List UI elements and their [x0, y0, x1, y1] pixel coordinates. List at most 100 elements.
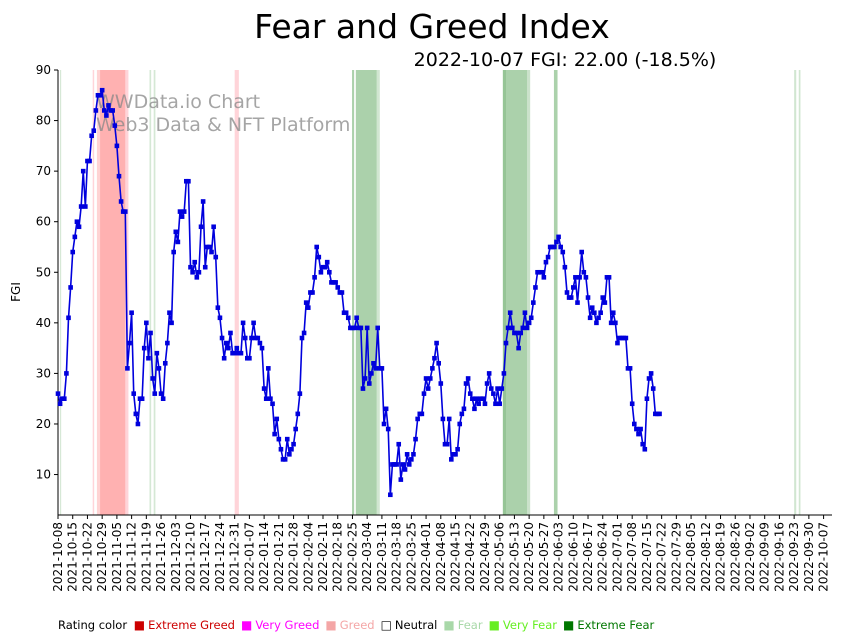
x-tick-label: 2021-10-22 [80, 522, 94, 592]
data-point [200, 199, 206, 204]
data-point [409, 457, 414, 462]
data-point [116, 173, 122, 179]
data-point [476, 401, 481, 407]
data-point [91, 128, 97, 133]
data-point [383, 406, 389, 412]
data-point [139, 396, 145, 401]
data-point [64, 371, 69, 376]
y-tick-label: 70 [36, 164, 51, 178]
x-tick-label: 2022-09-02 [743, 522, 757, 592]
data-point [221, 355, 227, 361]
legend-swatch: □ [380, 618, 392, 632]
data-point [606, 275, 612, 280]
data-point [644, 396, 650, 401]
data-point [413, 436, 418, 442]
data-point [531, 300, 536, 305]
data-point [345, 315, 351, 321]
data-point [486, 371, 492, 376]
y-tick-label: 20 [36, 417, 51, 431]
data-point [518, 330, 524, 336]
data-point [181, 209, 187, 214]
data-point [583, 275, 589, 280]
data-point [343, 310, 349, 316]
data-point [585, 295, 591, 300]
data-point [240, 320, 246, 326]
rating-band-15 [794, 70, 797, 515]
data-point [141, 345, 147, 351]
data-point [402, 467, 408, 472]
data-point [289, 446, 294, 452]
data-point [324, 259, 330, 265]
data-point [646, 376, 652, 381]
rating-band-16 [798, 70, 801, 515]
data-point [524, 325, 530, 331]
data-point [196, 269, 202, 275]
rating-bands [60, 70, 801, 515]
data-point [238, 350, 244, 356]
legend-item: □ Neutral [381, 618, 441, 632]
x-tick-label: 2022-04-15 [449, 522, 463, 592]
legend-item: ■ Very Greed [241, 618, 322, 632]
data-point [474, 396, 479, 401]
data-point [430, 366, 435, 371]
data-point [503, 340, 509, 346]
data-point [242, 335, 248, 341]
data-point [577, 275, 582, 280]
data-point [459, 411, 465, 417]
data-point [554, 239, 559, 245]
x-tick-label: 2022-09-30 [802, 522, 816, 592]
data-point [158, 391, 164, 396]
x-tick-label: 2022-07-01 [610, 522, 624, 592]
data-point [316, 254, 322, 260]
rating-band-5 [149, 70, 152, 515]
y-tick-label: 60 [36, 215, 51, 229]
x-tick-label: 2021-12-10 [184, 522, 198, 592]
data-point [520, 325, 526, 331]
x-tick-label: 2022-03-18 [390, 522, 404, 592]
data-point [373, 366, 378, 371]
data-point [562, 264, 568, 270]
data-point [167, 310, 172, 316]
data-point [146, 355, 151, 361]
data-point [234, 345, 240, 351]
data-point [369, 371, 374, 376]
x-tick-label: 2022-09-16 [772, 522, 786, 592]
data-point [87, 158, 92, 164]
data-point [507, 310, 513, 316]
rating-band-12 [505, 70, 528, 515]
x-tick-label: 2022-05-06 [493, 522, 507, 592]
data-point [636, 431, 641, 437]
rating-band-0 [60, 70, 62, 515]
data-point [640, 441, 646, 447]
x-tick-label: 2022-02-25 [345, 522, 359, 592]
data-point [497, 401, 502, 407]
data-point [364, 325, 370, 331]
rating-legend: Rating color ■ Extreme Greed ■ Very Greed ■ G… [58, 618, 663, 632]
data-point [449, 457, 454, 462]
data-point [533, 285, 538, 290]
data-point [251, 320, 256, 326]
rating-band-8 [352, 70, 355, 515]
data-point [385, 426, 391, 432]
data-point [406, 462, 412, 467]
data-point [463, 381, 469, 386]
data-point [249, 335, 254, 341]
data-point [274, 416, 280, 422]
data-point [135, 421, 141, 427]
data-point [198, 224, 204, 230]
data-point [457, 421, 463, 427]
legend-label: Extreme Greed [148, 618, 235, 632]
data-point [291, 441, 296, 447]
data-point [522, 310, 528, 316]
legend-swatch: ■ [488, 618, 500, 632]
data-point [114, 143, 120, 149]
data-point [427, 376, 433, 381]
data-point [482, 401, 488, 407]
rating-band-13 [527, 70, 531, 515]
data-point [436, 360, 441, 366]
data-point [610, 310, 616, 316]
x-tick-label: 2022-08-12 [699, 522, 713, 592]
legend-label: Fear [457, 618, 483, 632]
x-tick-label: 2022-05-13 [507, 522, 521, 592]
